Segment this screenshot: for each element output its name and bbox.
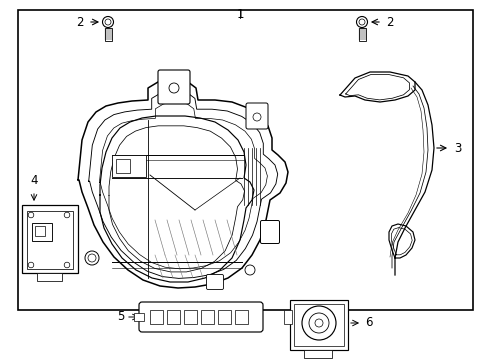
Bar	[134, 313, 144, 321]
Text: 2: 2	[76, 15, 84, 28]
Bar	[294, 304, 344, 346]
FancyBboxPatch shape	[158, 70, 190, 104]
Bar	[116, 159, 130, 173]
Text: 2: 2	[386, 15, 393, 28]
Bar	[235, 310, 248, 324]
FancyBboxPatch shape	[206, 274, 223, 289]
Bar	[150, 310, 163, 324]
Bar	[22, 205, 78, 273]
Text: 6: 6	[365, 316, 372, 329]
Bar	[218, 310, 231, 324]
Bar	[18, 10, 473, 310]
Text: LH: LH	[54, 229, 62, 234]
Bar	[184, 310, 197, 324]
FancyBboxPatch shape	[246, 103, 268, 129]
Bar	[359, 27, 366, 40]
Bar	[304, 350, 332, 358]
Text: 5: 5	[117, 310, 124, 324]
Text: 3: 3	[454, 141, 462, 154]
Bar	[37, 273, 62, 281]
Bar	[201, 310, 214, 324]
Text: 4: 4	[30, 174, 38, 187]
Bar	[112, 155, 146, 177]
Bar	[35, 226, 45, 236]
Bar	[27, 211, 73, 269]
FancyBboxPatch shape	[261, 220, 279, 243]
FancyBboxPatch shape	[139, 302, 263, 332]
Bar	[284, 310, 292, 324]
Bar	[167, 310, 180, 324]
Bar	[104, 27, 112, 40]
Bar	[290, 300, 348, 350]
Text: 1: 1	[236, 8, 244, 21]
Bar	[32, 223, 52, 241]
